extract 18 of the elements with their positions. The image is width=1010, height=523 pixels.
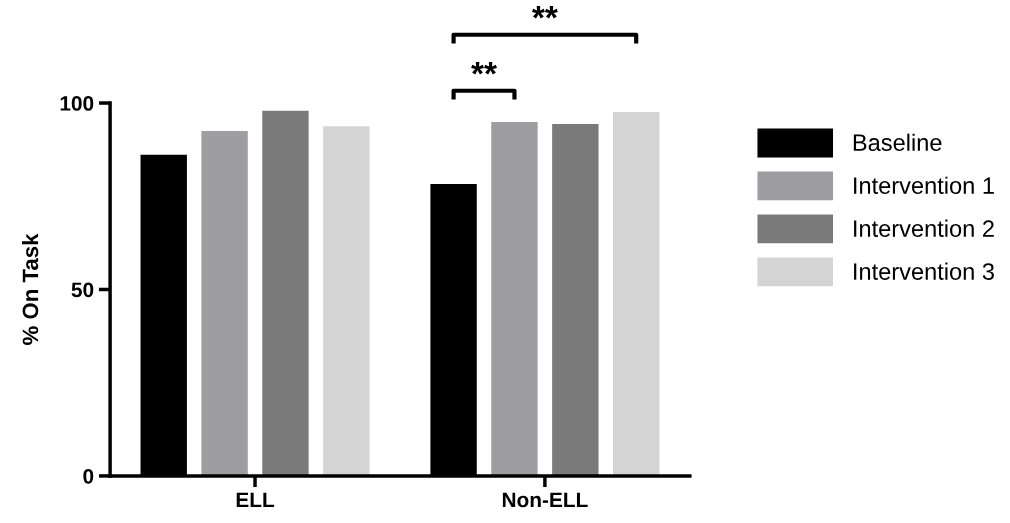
bar bbox=[552, 123, 599, 476]
y-axis-title: % On Task bbox=[21, 233, 39, 345]
legend-label: Baseline bbox=[853, 133, 942, 152]
x-tick-label: ELL bbox=[236, 492, 275, 507]
bar bbox=[613, 111, 660, 476]
y-tick-label: 0 bbox=[83, 468, 94, 484]
y-tick-label: 50 bbox=[71, 282, 94, 298]
legend-label: Intervention 1 bbox=[854, 176, 994, 194]
text: ** bbox=[471, 62, 497, 75]
legend-label: Intervention 3 bbox=[854, 262, 994, 280]
x-tick-label: Non-ELL bbox=[502, 492, 588, 508]
y-tick-label: 100 bbox=[60, 96, 94, 111]
bar bbox=[491, 122, 538, 476]
bar bbox=[323, 126, 370, 476]
text: ** bbox=[532, 6, 558, 19]
bar bbox=[201, 131, 248, 476]
bar bbox=[262, 110, 309, 476]
legend-label: Intervention 2 bbox=[854, 219, 994, 237]
